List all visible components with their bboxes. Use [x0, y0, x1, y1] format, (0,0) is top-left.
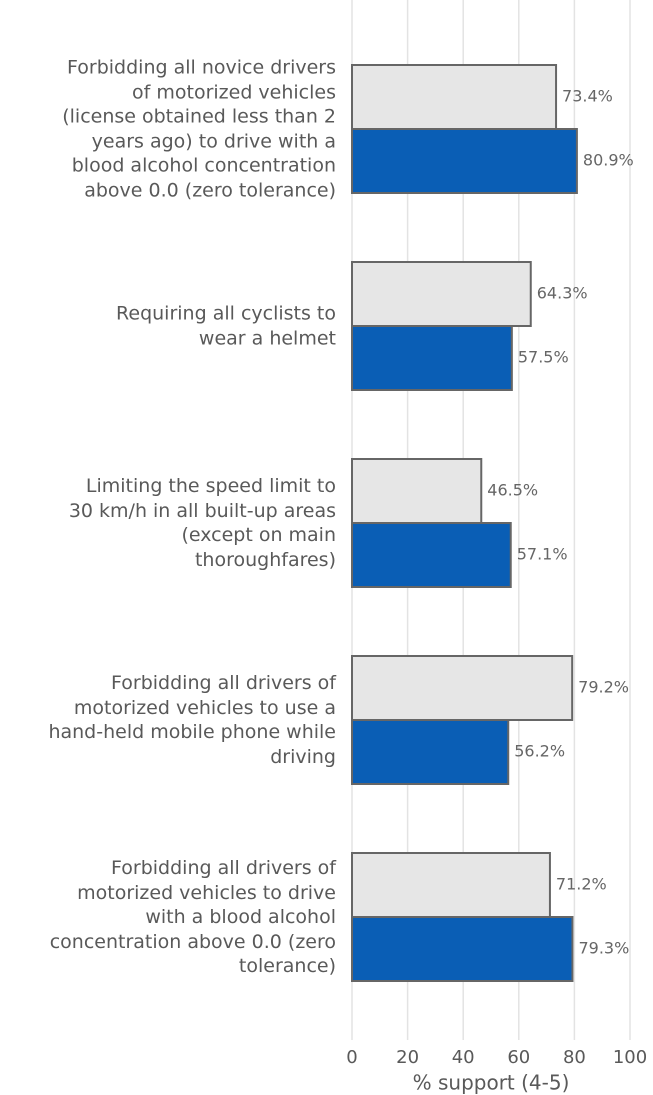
bar: [351, 325, 513, 391]
category-label: Requiring all cyclists to wear a helmet: [116, 302, 336, 350]
bar: [351, 128, 578, 194]
bar: [351, 852, 551, 918]
value-label: 79.2%: [578, 678, 629, 697]
x-tick-label: 20: [396, 1047, 419, 1068]
x-tick-label: 40: [452, 1047, 475, 1068]
value-label: 57.5%: [518, 348, 569, 367]
value-label: 79.3%: [578, 939, 629, 958]
bar: [351, 719, 510, 785]
bar: [351, 655, 574, 721]
x-axis-label: % support (4-5): [413, 1071, 570, 1095]
bar: [351, 64, 558, 130]
x-tick-label: 60: [507, 1047, 530, 1068]
value-label: 46.5%: [487, 481, 538, 500]
category-label: Forbidding all novice drivers of motoriz…: [62, 56, 336, 202]
value-label: 71.2%: [556, 875, 607, 894]
value-label: 64.3%: [537, 284, 588, 303]
x-tick-label: 80: [563, 1047, 586, 1068]
x-tick-label: 100: [613, 1047, 647, 1068]
x-tick-label: 0: [346, 1047, 357, 1068]
bar: [351, 261, 532, 327]
bar: [351, 916, 574, 982]
value-label: 56.2%: [514, 742, 565, 761]
category-label: Forbidding all drivers of motorized vehi…: [49, 856, 336, 977]
category-label: Limiting the speed limit to 30 km/h in a…: [68, 475, 336, 571]
value-label: 80.9%: [583, 151, 634, 170]
bar: [351, 458, 483, 524]
value-label: 57.1%: [517, 545, 568, 564]
value-label: 73.4%: [562, 87, 613, 106]
category-label: Forbidding all drivers of motorized vehi…: [48, 672, 336, 768]
bar: [351, 522, 512, 588]
